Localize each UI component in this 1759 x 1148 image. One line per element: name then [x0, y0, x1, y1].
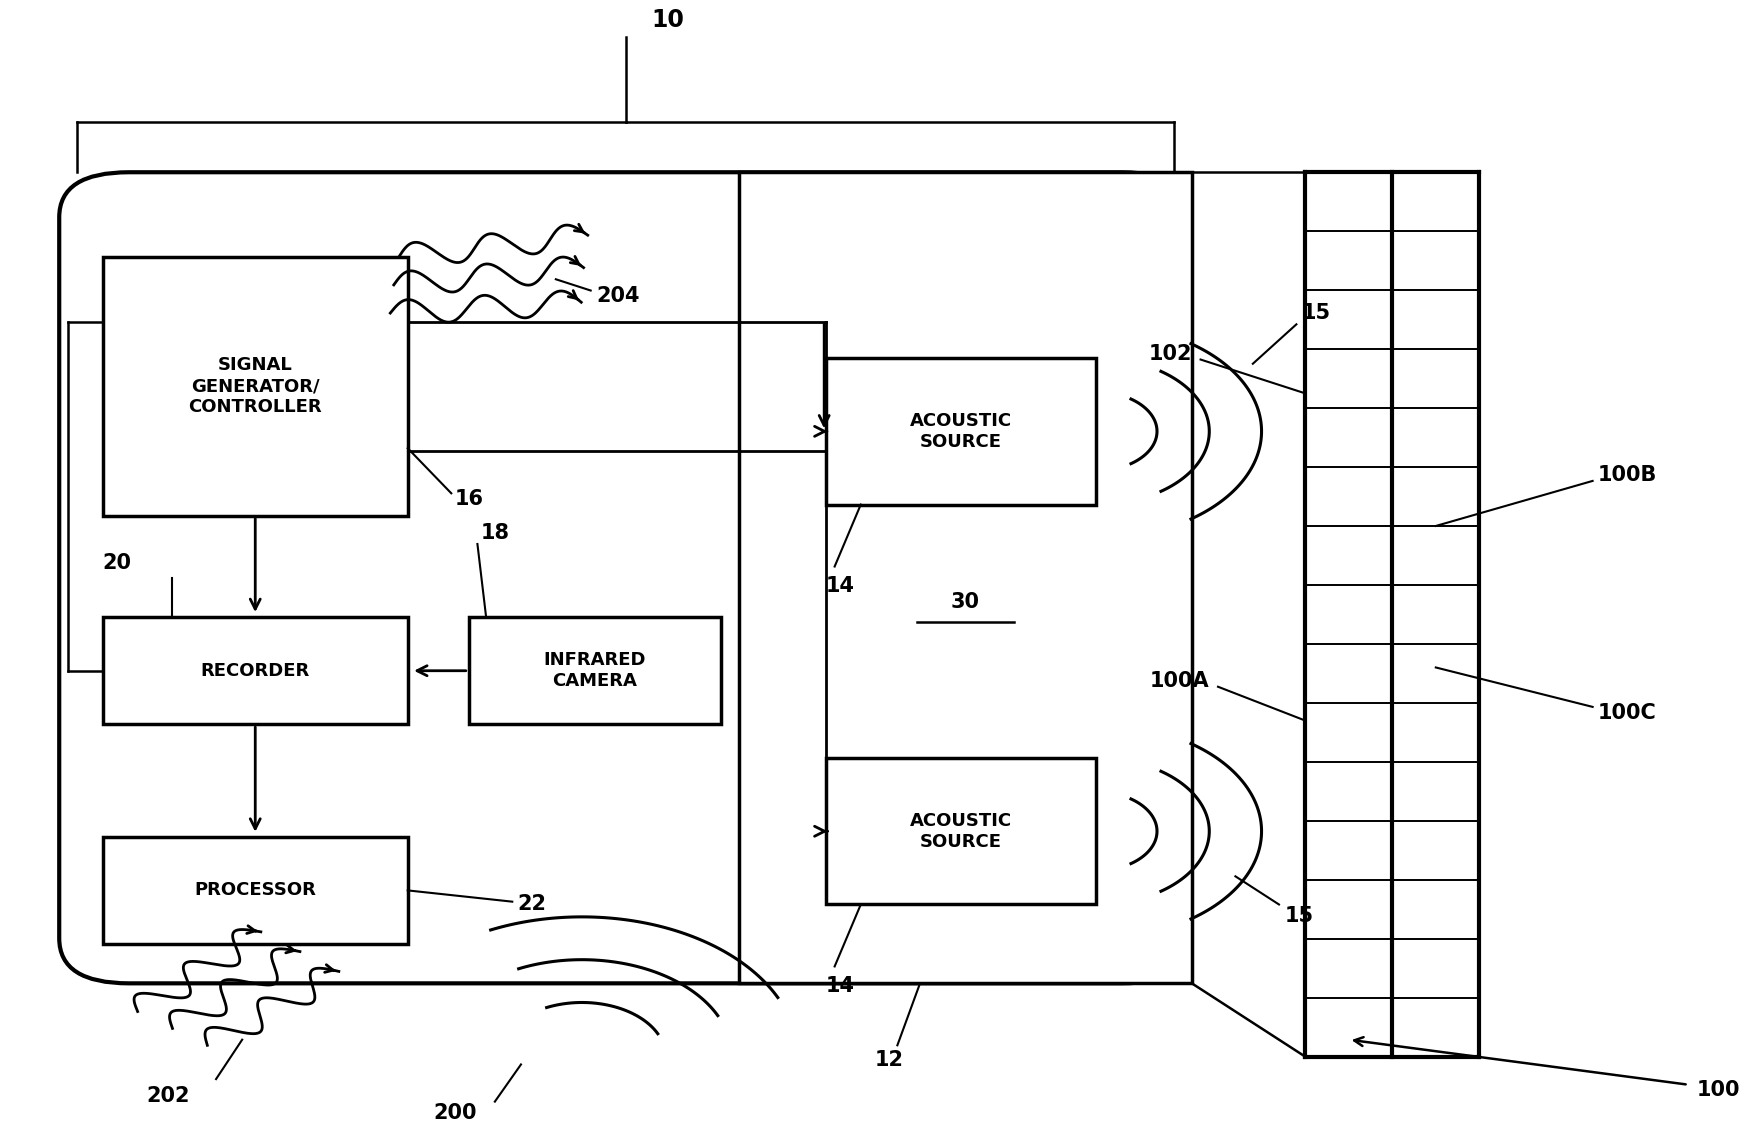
Text: 100B: 100B [1597, 465, 1657, 486]
Text: 10: 10 [651, 8, 684, 32]
Text: ACOUSTIC
SOURCE: ACOUSTIC SOURCE [909, 812, 1011, 851]
Bar [739, 172, 1193, 984]
Text: 14: 14 [827, 976, 855, 995]
Text: 18: 18 [480, 522, 510, 543]
Text: 100: 100 [1697, 1080, 1741, 1101]
Text: SIGNAL
GENERATOR/
CONTROLLER: SIGNAL GENERATOR/ CONTROLLER [188, 357, 322, 416]
Text: 204: 204 [596, 286, 640, 307]
FancyBboxPatch shape [60, 172, 1193, 984]
Text: 100A: 100A [1150, 672, 1208, 691]
Text: 20: 20 [102, 553, 132, 573]
Bar [827, 758, 1096, 905]
Text: INFRARED
CAMERA: INFRARED CAMERA [544, 651, 646, 690]
Text: RECORDER: RECORDER [201, 661, 310, 680]
Bar [102, 257, 408, 515]
Text: 16: 16 [456, 489, 484, 509]
Text: PROCESSOR: PROCESSOR [193, 882, 317, 899]
Text: 14: 14 [827, 575, 855, 596]
Text: 100C: 100C [1597, 703, 1657, 722]
Text: 12: 12 [874, 1050, 904, 1070]
Text: 30: 30 [952, 592, 980, 612]
Bar [102, 837, 408, 944]
Bar [102, 618, 408, 724]
Text: 202: 202 [146, 1086, 190, 1106]
Text: 22: 22 [517, 894, 547, 914]
Text: 15: 15 [1284, 906, 1314, 925]
Text: 200: 200 [434, 1103, 477, 1123]
Text: 102: 102 [1149, 344, 1193, 364]
Text: 15: 15 [1302, 303, 1332, 323]
Text: ACOUSTIC
SOURCE: ACOUSTIC SOURCE [909, 412, 1011, 451]
Bar [468, 618, 721, 724]
Bar [827, 358, 1096, 505]
